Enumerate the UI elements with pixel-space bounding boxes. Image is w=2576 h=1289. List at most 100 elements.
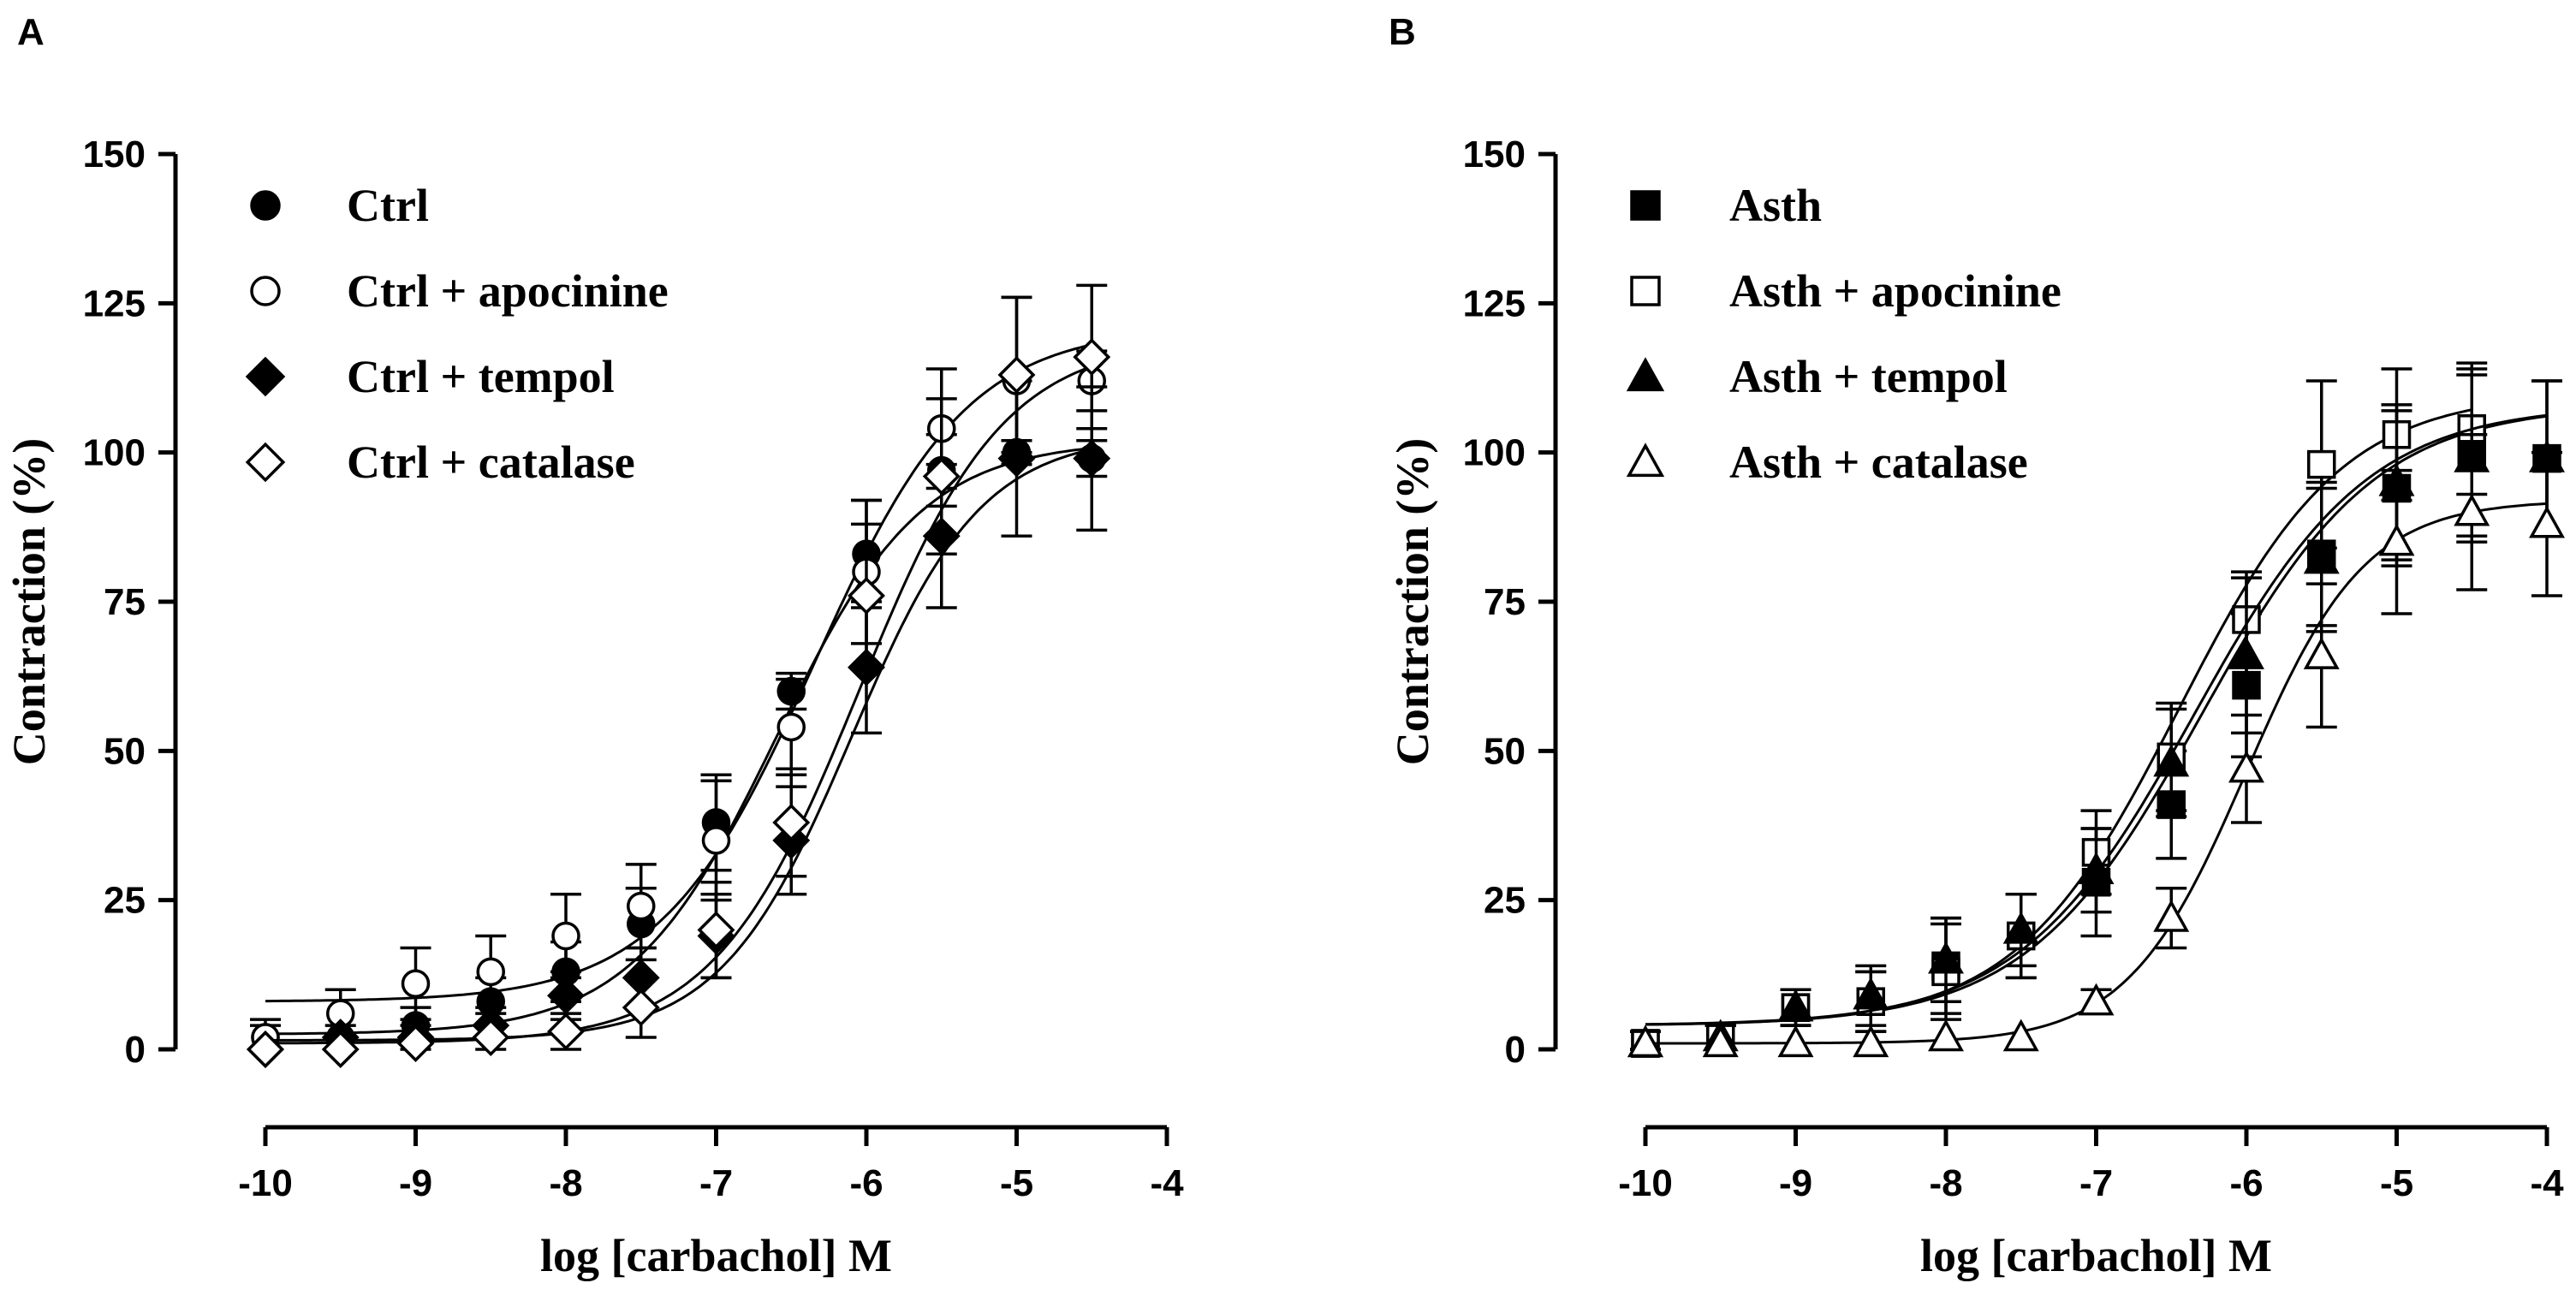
panel-b: B 0 25 50 75 100 125 150 -10 -9 -8 -7 -6 -5 -4 Contract…: [1387, 11, 2565, 1281]
data-point: [1853, 1025, 1889, 1058]
legend-marker: [1630, 276, 1661, 306]
series-ctrl-apocinine-fit-curve: [265, 343, 1092, 1003]
data-point: [2303, 637, 2340, 669]
legend-label: Asth + tempol: [1729, 351, 2008, 402]
data-point: [2307, 449, 2336, 479]
x-tick-label: -9: [1779, 1162, 1812, 1204]
y-tick-label: 50: [104, 730, 146, 772]
data-point: [1777, 1025, 1814, 1058]
data-point: [2303, 541, 2340, 574]
data-point: [1853, 977, 1889, 1010]
data-point: [1627, 1025, 1663, 1058]
x-tick-label: -9: [399, 1162, 432, 1204]
y-tick-label: 75: [104, 581, 146, 623]
data-point: [848, 577, 885, 615]
series-ctrl-tempol-fit-curve: [265, 448, 1092, 1042]
data-point: [772, 804, 811, 841]
series-asth-catalase-fit-curve: [1645, 502, 2548, 1045]
x-tick-label: -10: [1618, 1162, 1673, 1204]
legend-marker: [245, 442, 286, 483]
y-tick-label: 50: [1484, 730, 1526, 772]
data-point: [697, 911, 735, 949]
panel-a-letter: A: [17, 11, 45, 53]
y-tick-label: 100: [1463, 432, 1526, 474]
legend-marker: [250, 190, 281, 221]
x-tick-label: -10: [238, 1162, 293, 1204]
y-axis-label: Contraction (%): [3, 438, 55, 765]
data-point: [396, 1025, 435, 1063]
data-point: [2078, 852, 2115, 884]
panel-b-letter: B: [1389, 11, 1416, 53]
y-tick-label: 150: [83, 134, 146, 175]
y-tick-label: 150: [1463, 134, 1526, 175]
x-tick-label: -7: [699, 1162, 733, 1204]
x-axis-label: log [carbachol] M: [540, 1230, 892, 1281]
legend-marker: [1630, 190, 1661, 221]
x-tick-label: -5: [1000, 1162, 1033, 1204]
x-tick-label: -7: [2079, 1162, 2113, 1204]
data-point: [1073, 338, 1111, 377]
x-tick-label: -4: [2530, 1162, 2564, 1204]
x-tick-label: -8: [549, 1162, 582, 1204]
data-point: [401, 969, 431, 999]
data-point: [1928, 941, 1964, 974]
data-point: [997, 356, 1036, 394]
data-point: [776, 712, 806, 742]
panel-a: A 0 25 50 75 100 125 150 -10 -9 -8 -7 -6 -5 -4 Contract…: [3, 11, 1184, 1281]
y-tick-label: 125: [1463, 282, 1526, 324]
data-point: [1928, 1019, 1964, 1052]
x-tick-label: -8: [1929, 1162, 1962, 1204]
y-tick-label: 0: [1505, 1029, 1526, 1071]
legend-label: Ctrl + tempol: [347, 351, 615, 402]
data-point: [472, 1019, 510, 1057]
x-tick-label: -6: [2229, 1162, 2263, 1204]
legend-label: Ctrl: [347, 180, 429, 231]
x-tick-label: -6: [849, 1162, 883, 1204]
data-point: [547, 1013, 585, 1051]
series-asth-catalase: [1627, 432, 2565, 1058]
data-point: [2153, 744, 2190, 777]
data-point: [1777, 989, 1814, 1022]
data-point: [2228, 637, 2264, 669]
legend-marker: [1626, 443, 1665, 478]
series-ctrl: [250, 432, 1108, 1052]
series-ctrl-apocinine: [250, 295, 1108, 1052]
y-axis-label: Contraction (%): [1387, 438, 1438, 765]
data-point: [551, 921, 580, 951]
x-tick-label: -5: [2380, 1162, 2413, 1204]
legend-marker: [250, 276, 281, 306]
data-point: [2378, 523, 2415, 556]
data-point: [1702, 1025, 1739, 1058]
data-point: [627, 891, 656, 921]
series-ctrl-catalase: [247, 283, 1111, 1068]
legend-marker: [245, 356, 286, 397]
legend-label: Ctrl + catalase: [347, 437, 635, 488]
data-point: [2153, 899, 2190, 932]
y-tick-label: 75: [1484, 581, 1526, 623]
legend-label: Asth: [1729, 180, 1822, 231]
y-tick-label: 25: [1484, 880, 1526, 922]
legend-label: Ctrl + apocinine: [347, 265, 669, 317]
x-tick-label: -4: [1150, 1162, 1184, 1204]
y-tick-label: 25: [104, 880, 146, 922]
x-axis-label: log [carbachol] M: [1920, 1230, 2272, 1281]
legend-label: Asth + apocinine: [1729, 265, 2061, 317]
data-point: [2454, 493, 2490, 526]
legend-label: Asth + catalase: [1729, 437, 2028, 488]
data-point: [2002, 911, 2039, 944]
data-point: [922, 457, 961, 496]
y-tick-label: 100: [83, 432, 146, 474]
data-point: [1073, 439, 1111, 478]
data-point: [2002, 1019, 2039, 1052]
data-point: [2529, 505, 2565, 538]
y-tick-label: 0: [125, 1029, 146, 1071]
series-ctrl-fit-curve: [265, 447, 1092, 1036]
data-point: [2228, 750, 2264, 783]
data-point: [701, 826, 731, 855]
data-point: [476, 957, 505, 987]
data-point: [321, 1031, 360, 1068]
data-point: [247, 1031, 284, 1068]
data-point: [622, 989, 660, 1027]
legend-marker: [1626, 357, 1665, 392]
